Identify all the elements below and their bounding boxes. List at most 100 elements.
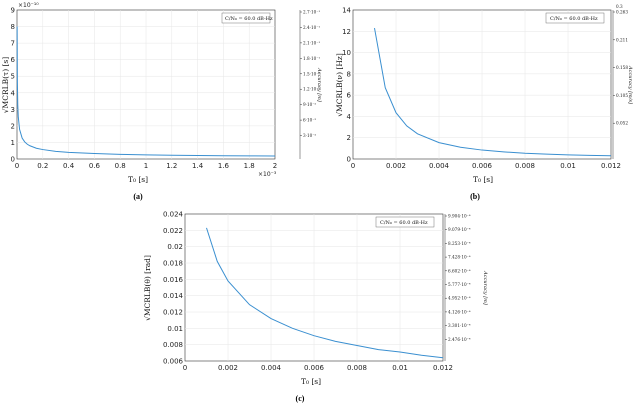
right-axis-tick-label: 8.253·10⁻⁴	[448, 241, 471, 246]
x-axis-label: T₀ [s]	[128, 175, 148, 184]
right-axis-tick-label: 1.8·10⁻¹	[303, 56, 321, 61]
x-tick-label: 0.006	[304, 364, 325, 372]
right-axis-tick-label: 6·10⁻²	[303, 118, 317, 123]
legend-box	[221, 12, 271, 24]
right-axis-tick-label: 4.126·10⁻⁴	[448, 309, 471, 314]
y-tick-label: 10	[342, 49, 351, 57]
y-tick-label: 5	[11, 73, 15, 81]
y-tick-label: 0	[347, 156, 351, 164]
x-axis-label: T₀ [s]	[473, 175, 493, 184]
right-axis-tick-label: 9.904·10⁻⁴	[448, 214, 471, 219]
right-axis-tick-label: 2.7·10⁻¹	[303, 10, 321, 15]
x-tick-label: 2	[273, 162, 277, 170]
y-tick-label: 0.014	[163, 292, 184, 300]
x-axis-label: T₀ [s]	[301, 377, 321, 386]
y-tick-label: 0.02	[167, 243, 183, 251]
y-tick-label: 6	[347, 92, 352, 100]
y-ticks: 0 2 4 6 8 10 12 14	[342, 7, 351, 164]
x-tick-label: 0.004	[261, 364, 282, 372]
y2-axis-label: Accuracy [m/s]	[627, 65, 633, 104]
right-axis-tick-label: 9·10⁻²	[303, 102, 317, 107]
x-ticks: 0 0.002 0.004 0.006 0.008 0.01 0.012	[183, 364, 453, 372]
x-tick-label: 0.004	[429, 162, 450, 170]
right-axis-tick-label: 1.2·10⁻¹	[303, 87, 321, 92]
y-axis-label: √MCRLB(θ) [rad]	[143, 255, 152, 321]
legend-text: C/N₀ = 60.0 dB-Hz	[550, 16, 598, 22]
series-line	[16, 26, 276, 157]
y-tick-label: 0.01	[167, 325, 183, 333]
y-tick-label: 0.022	[163, 227, 183, 235]
y-tick-label: 9	[11, 7, 15, 15]
grid	[353, 10, 611, 159]
y-tick-label: 12	[342, 28, 351, 36]
y-tick-label: 0.018	[163, 260, 183, 268]
x-tick-label: 0	[15, 162, 19, 170]
right-axis-tick-label: 0.105	[616, 93, 628, 98]
x-tick-label: 0.008	[347, 364, 367, 372]
y-tick-label: 2	[11, 122, 15, 130]
y2-axis-label: Accuracy [m]	[316, 67, 322, 102]
legend-text: C/N₀ = 60.0 dB-Hz	[380, 220, 428, 226]
series-line	[206, 227, 444, 359]
y-tick-label: 1	[11, 139, 15, 147]
right-axis-top-label: 0.3	[616, 4, 623, 9]
x-tick-label: 0.008	[515, 162, 535, 170]
x-tick-label: 0.002	[386, 162, 406, 170]
right-axis-tick-label: 7.428·10⁻⁴	[448, 255, 471, 260]
y-tick-label: 4	[11, 89, 16, 97]
y-tick-label: 0.012	[163, 309, 183, 317]
grid	[185, 214, 443, 361]
legend-box	[545, 12, 605, 24]
chart-panel-c: 0 0.002 0.004 0.006 0.008 0.01 0.012 0.0060.00…	[143, 211, 488, 404]
right-axis: 0.263 0.211 0.158 0.105 0.052 0.3	[612, 4, 628, 159]
right-axis-tick-label: 3.301·10⁻⁴	[448, 323, 471, 328]
x-tick-label: 0.2	[37, 162, 48, 170]
right-axis: 2.7·10⁻¹ 2.4·10⁻¹ 2.1·10⁻¹ 1.8·10⁻¹ 1.5·10⁻¹…	[299, 10, 321, 159]
x-tick-label: 0.6	[89, 162, 101, 170]
y-tick-label: 7	[11, 40, 15, 48]
x-tick-label: 1.8	[244, 162, 255, 170]
y-tick-label: 6	[11, 56, 16, 64]
x-tick-label: 1.2	[166, 162, 177, 170]
right-axis-tick-label: 9.079·10⁻⁴	[448, 227, 471, 232]
y-tick-label: 8	[347, 70, 351, 78]
right-axis-tick-label: 6.602·10⁻⁴	[448, 268, 471, 273]
x-tick-label: 0.002	[218, 364, 238, 372]
y-ticks: 0 1 2 3 4 5 6 7 8 9	[11, 7, 16, 164]
y-tick-label: 0	[11, 156, 15, 164]
x-tick-label: 1.6	[218, 162, 230, 170]
right-axis-tick-label: 0.211	[616, 37, 628, 42]
right-axis-tick-label: 1.5·10⁻¹	[303, 71, 321, 76]
caption: (c)	[296, 394, 305, 403]
x-tick-label: 0	[183, 364, 187, 372]
x-tick-label: 0.4	[63, 162, 75, 170]
x-tick-label: 1	[144, 162, 148, 170]
x-tick-label: 0.012	[433, 364, 453, 372]
chart-panel-b: 0 0.002 0.004 0.006 0.008 0.01 0.012 0 2 4 6 8 10 12…	[335, 4, 633, 201]
right-axis: 9.904·10⁻⁴ 9.079·10⁻⁴ 8.253·10⁻⁴ 7.428·10⁻⁴…	[444, 214, 471, 361]
x-tick-label: 0.006	[472, 162, 493, 170]
x-tick-label: 0.8	[115, 162, 126, 170]
legend-text: C/N₀ = 60.0 dB-Hz	[225, 16, 273, 22]
grid	[17, 10, 275, 159]
x-tick-label: 1.4	[192, 162, 204, 170]
right-axis-tick-label: 2.476·10⁻⁴	[448, 337, 471, 342]
y-tick-label: 0.016	[163, 276, 184, 284]
y-tick-label: 0.006	[163, 358, 184, 366]
y-tick-label: 3	[11, 106, 15, 114]
y-tick-label: 0.024	[163, 211, 184, 219]
right-axis-tick-label: 5.777·10⁻⁴	[448, 282, 471, 287]
series-line	[374, 28, 612, 157]
y-tick-label: 2	[347, 134, 351, 142]
x-ticks: 0 0.002 0.004 0.006 0.008 0.01 0.012	[351, 162, 621, 170]
right-axis-tick-label: 2.1·10⁻¹	[303, 40, 321, 45]
right-axis-tick-label: 0.052	[616, 121, 628, 126]
y-tick-label: 4	[347, 113, 352, 121]
x-ticks: 0 0.2 0.4 0.6 0.8 1 1.2 1.4 1.6 1.8 2	[15, 162, 277, 170]
x-tick-label: 0.012	[601, 162, 621, 170]
right-axis-tick-label: 2.4·10⁻¹	[303, 25, 321, 30]
right-axis-tick-label: 4.952·10⁻⁴	[448, 296, 471, 301]
y-exponent: ×10⁻¹⁰	[18, 2, 39, 9]
y-tick-label: 8	[11, 23, 15, 31]
